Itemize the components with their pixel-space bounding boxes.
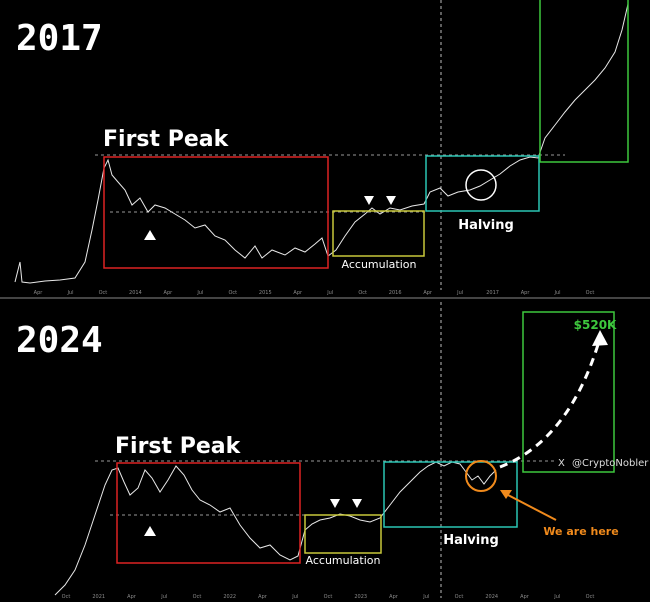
- x-tick-label: Jul: [554, 290, 561, 296]
- target-box: [522, 311, 615, 473]
- price-line: [14, 3, 629, 284]
- x-tick-label: 2016: [389, 290, 402, 296]
- triangle-up: [144, 230, 156, 240]
- panel-2024: 2024 First Peak Accumulation Halving $52…: [16, 302, 649, 598]
- here-label: We are here: [543, 525, 618, 538]
- year-label: 2017: [16, 18, 103, 59]
- halving-box: [383, 461, 518, 528]
- x-tick-label: Apr: [164, 290, 174, 296]
- x-tick-label: 2024: [485, 594, 498, 600]
- arrow-head: [592, 330, 608, 346]
- price-line: [54, 461, 497, 596]
- x-tick-label: Jul: [326, 290, 333, 296]
- target-label: $520K: [574, 318, 617, 332]
- triangle-down: [364, 196, 374, 205]
- triangle-up: [144, 526, 156, 536]
- halving-circle: [465, 169, 497, 201]
- x-tick-label: Oct: [324, 594, 333, 600]
- here-circle: [465, 460, 497, 492]
- x-tick-label: Jul: [160, 594, 167, 600]
- x-tick-label: Jul: [422, 594, 429, 600]
- here-arrow: [505, 493, 557, 521]
- x-tick-label: Oct: [228, 290, 237, 296]
- x-tick-label: Apr: [521, 290, 531, 296]
- x-tick-label: 2021: [92, 594, 105, 600]
- x-tick-label: Apr: [34, 290, 44, 296]
- x-tick-label: Oct: [99, 290, 108, 296]
- triangle-down: [352, 499, 362, 508]
- x-tick-label: Oct: [358, 290, 367, 296]
- x-tick-label: Apr: [520, 594, 530, 600]
- first-peak-box: [103, 156, 329, 269]
- x-tick-label: Oct: [455, 594, 464, 600]
- x-tick-label: Oct: [62, 594, 71, 600]
- x-tick-label: 2014: [129, 290, 142, 296]
- handle: @CryptoNobler: [572, 458, 649, 469]
- x-tick-label: Jul: [456, 290, 463, 296]
- x-tick-label: 2023: [354, 594, 367, 600]
- x-tick-label: 2015: [259, 290, 272, 296]
- here-arrow-head: [500, 490, 512, 499]
- x-tick-label: Oct: [193, 594, 202, 600]
- first-peak-label: First Peak: [103, 127, 230, 152]
- x-tick-label: Apr: [293, 290, 303, 296]
- x-tick-label: Jul: [553, 594, 560, 600]
- halving-label: Halving: [443, 533, 499, 548]
- triangle-down: [386, 196, 396, 205]
- accumulation-box: [332, 210, 425, 257]
- x-tick-label: Oct: [586, 290, 595, 296]
- triangle-down: [330, 499, 340, 508]
- halving-label: Halving: [458, 218, 514, 233]
- year-label: 2024: [16, 320, 103, 361]
- x-tick-label: 2022: [223, 594, 236, 600]
- x-tick-label: Jul: [66, 290, 73, 296]
- x-tick-label: Apr: [258, 594, 268, 600]
- growth-box: [539, 0, 629, 163]
- accumulation-box: [304, 514, 382, 554]
- accumulation-label: Accumulation: [342, 258, 417, 271]
- x-tick-label: Jul: [196, 290, 203, 296]
- first-peak-label: First Peak: [115, 434, 242, 459]
- x-tick-label: Jul: [291, 594, 298, 600]
- halving-box: [425, 155, 540, 212]
- x-tick-label: Apr: [127, 594, 137, 600]
- x-tick-label: Apr: [423, 290, 433, 296]
- x-tick-label: Oct: [586, 594, 595, 600]
- projection-arrow: [499, 337, 602, 469]
- x-tick-label: 2017: [486, 290, 499, 296]
- x-icon: X: [558, 458, 565, 469]
- panel-2017: 2017 First Peak Accumulation Halving: [14, 0, 629, 290]
- first-peak-box: [116, 462, 301, 564]
- x-tick-label: Apr: [389, 594, 399, 600]
- accumulation-label: Accumulation: [306, 554, 381, 567]
